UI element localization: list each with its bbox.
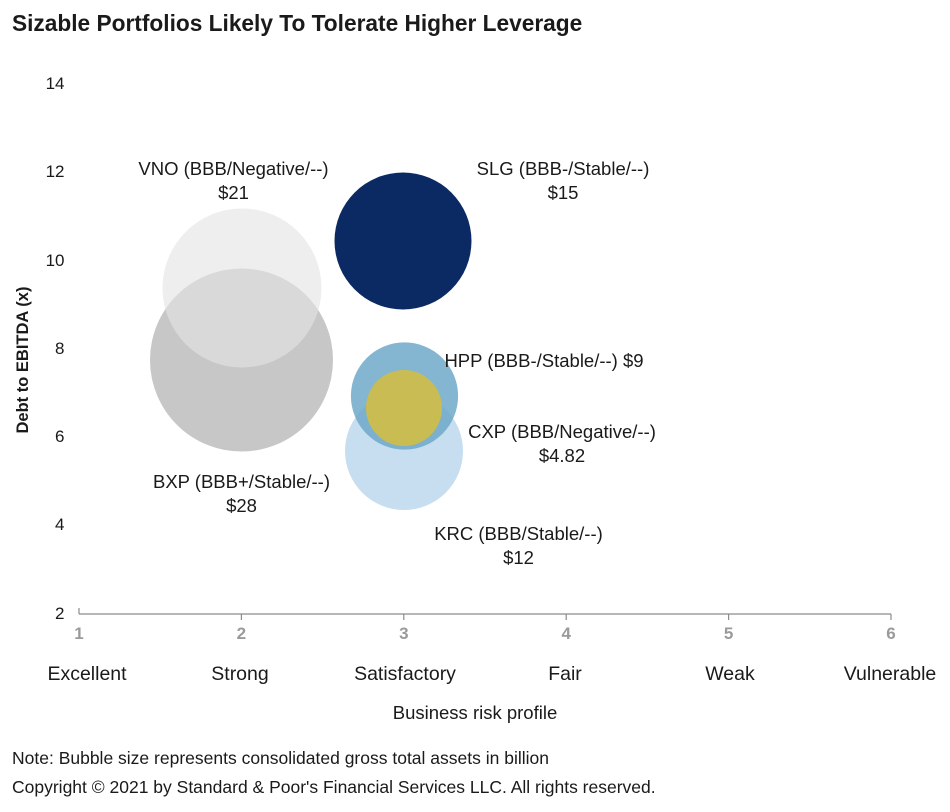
svg-text:8: 8 — [55, 339, 64, 358]
svg-text:1: 1 — [74, 624, 83, 643]
svg-text:2: 2 — [237, 624, 246, 643]
svg-text:10: 10 — [46, 251, 65, 270]
svg-text:4: 4 — [561, 624, 571, 643]
svg-text:Debt to EBITDA (x): Debt to EBITDA (x) — [14, 287, 32, 434]
svg-text:3: 3 — [399, 624, 408, 643]
svg-text:6: 6 — [886, 624, 895, 643]
svg-text:14: 14 — [46, 74, 65, 93]
svg-text:5: 5 — [724, 624, 733, 643]
svg-text:2: 2 — [55, 604, 64, 623]
svg-text:12: 12 — [46, 162, 65, 181]
svg-text:4: 4 — [55, 515, 64, 534]
svg-text:6: 6 — [55, 427, 64, 446]
